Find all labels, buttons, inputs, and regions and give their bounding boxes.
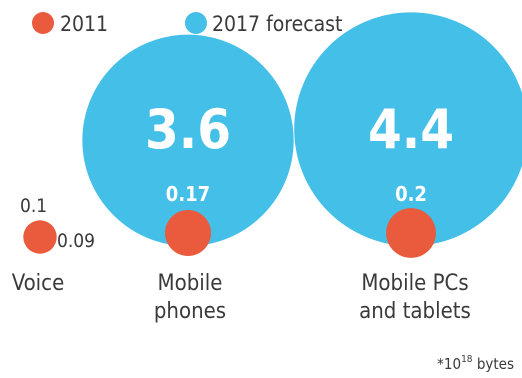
bubble-2017-mobile-pcs-tablets xyxy=(294,12,522,246)
value-2017-mobile-phones: 3.6 xyxy=(145,98,231,161)
bubble-2017-mobile-phones xyxy=(82,34,294,246)
legend-marker-2011 xyxy=(32,12,54,34)
footnote: *1018 bytes xyxy=(437,354,514,373)
bubble-2011-voice xyxy=(23,220,57,254)
category-label-1-line-0: Mobile xyxy=(158,271,223,296)
category-label-1-line-1: phones xyxy=(154,299,226,324)
legend-label-2011: 2011 xyxy=(60,12,108,36)
value-2017-mobile-pcs-tablets: 4.4 xyxy=(368,98,454,161)
bubble-2011-mobile-phones xyxy=(165,210,211,256)
value-2011-voice: 0.09 xyxy=(57,230,95,252)
value-2011-mobile-phones: 0.17 xyxy=(166,182,210,206)
category-label-2-line-1: and tablets xyxy=(359,299,471,324)
legend-marker-2017 xyxy=(185,12,207,34)
category-label-0-line-0: Voice xyxy=(12,271,65,296)
category-label-2-line-0: Mobile PCs xyxy=(361,271,468,296)
legend-label-2017: 2017 forecast xyxy=(212,12,342,36)
value-2011-mobile-pcs-tablets: 0.2 xyxy=(395,182,427,206)
bubble-2011-mobile-pcs-tablets xyxy=(386,208,436,258)
value-2017-voice: 0.1 xyxy=(20,195,47,217)
